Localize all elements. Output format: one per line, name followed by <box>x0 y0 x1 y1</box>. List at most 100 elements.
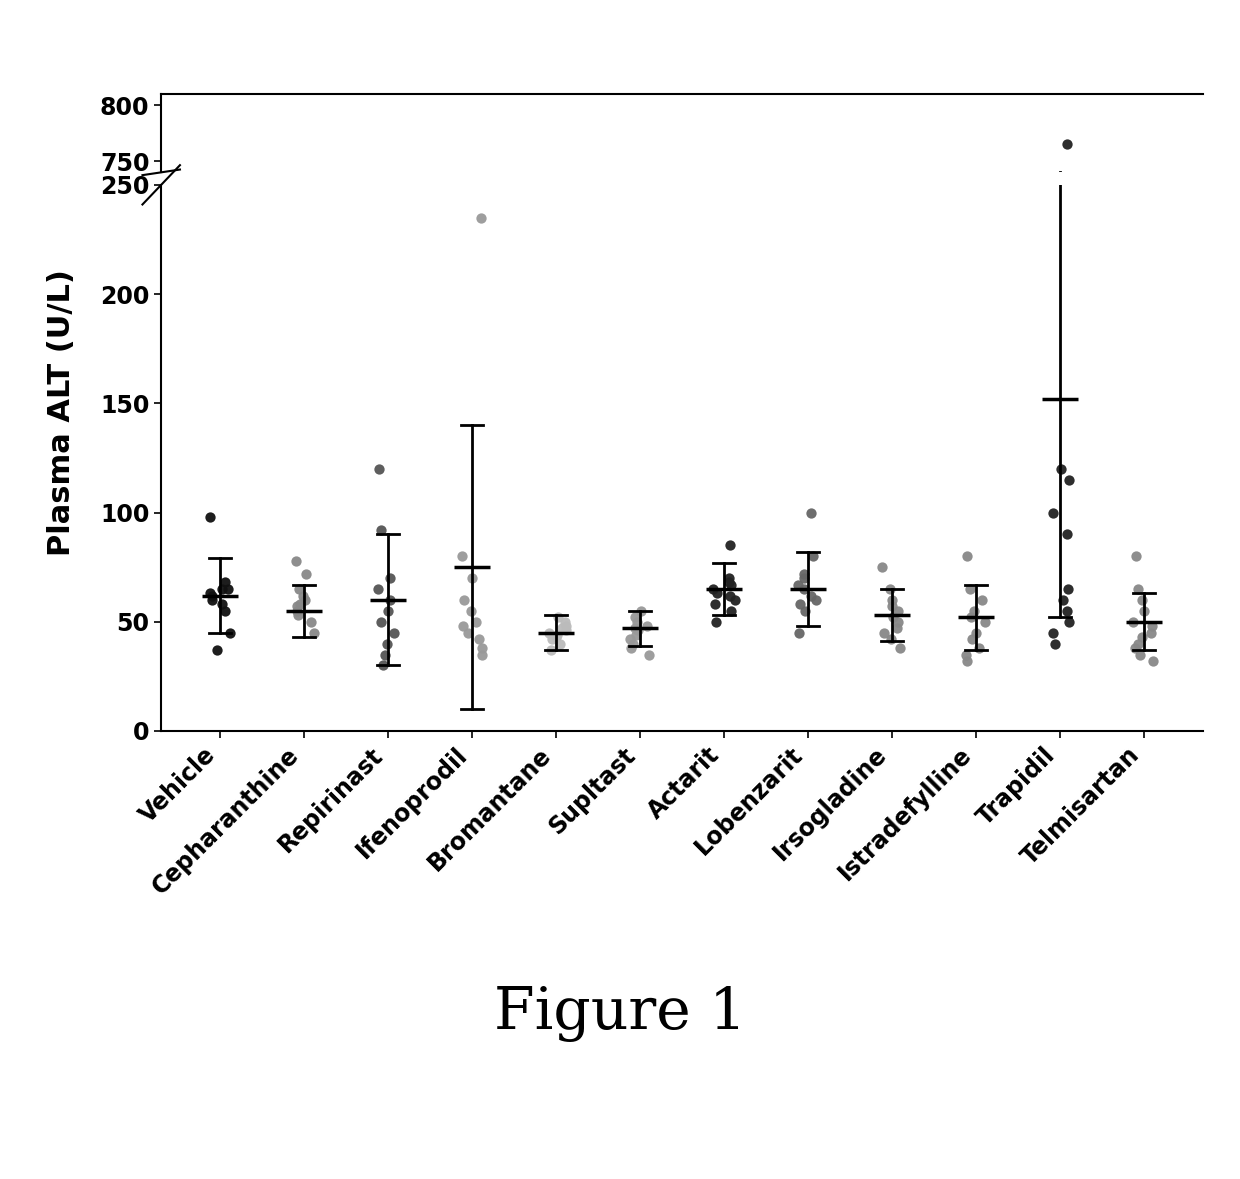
Point <box>961 608 981 627</box>
Point <box>1130 645 1149 664</box>
Point <box>1135 601 1154 620</box>
Point <box>463 568 482 587</box>
Point <box>627 612 647 631</box>
Point <box>286 551 306 569</box>
Point <box>200 507 219 526</box>
Point <box>795 601 815 620</box>
Point <box>627 621 647 640</box>
Point <box>640 645 660 664</box>
Point <box>451 547 471 566</box>
Point <box>471 209 491 228</box>
Point <box>212 580 232 599</box>
Point <box>1132 627 1152 646</box>
Point <box>1128 580 1148 599</box>
Point <box>301 612 321 631</box>
Point <box>472 639 492 658</box>
Point <box>887 619 906 638</box>
Point <box>890 639 910 658</box>
Point <box>719 573 739 592</box>
Point <box>872 558 892 577</box>
Point <box>956 645 976 664</box>
Point <box>1043 503 1063 522</box>
Point <box>1056 136 1076 154</box>
Point <box>556 617 575 635</box>
Point <box>201 584 221 602</box>
Point <box>549 634 569 653</box>
Point <box>377 634 397 653</box>
Point <box>472 645 492 664</box>
Point <box>1053 591 1073 610</box>
Point <box>801 503 821 522</box>
Point <box>454 591 474 610</box>
Point <box>957 547 977 566</box>
Point <box>1052 460 1071 479</box>
Point <box>708 584 728 602</box>
Point <box>469 630 489 648</box>
Point <box>880 580 900 599</box>
Point <box>218 580 238 599</box>
Point <box>1056 525 1076 544</box>
Point <box>724 591 744 610</box>
Point <box>554 612 574 631</box>
Point <box>207 640 227 659</box>
Point <box>547 627 567 646</box>
Point <box>883 591 903 610</box>
Point <box>1058 580 1078 599</box>
Point <box>1141 624 1161 643</box>
Point <box>704 595 724 614</box>
Point <box>626 625 646 644</box>
Point <box>625 608 645 627</box>
Point <box>874 624 894 643</box>
Point <box>957 652 977 671</box>
Point <box>381 568 401 587</box>
Point <box>1043 624 1063 643</box>
Point <box>202 586 222 605</box>
Text: Plasma ALT (U/L): Plasma ALT (U/L) <box>47 269 77 556</box>
Point <box>378 601 398 620</box>
Point <box>720 601 740 620</box>
Point <box>966 624 986 643</box>
Point <box>219 624 239 643</box>
Point <box>719 568 739 587</box>
Point <box>304 624 324 643</box>
Point <box>372 612 392 631</box>
Point <box>625 619 645 638</box>
Point <box>552 619 572 638</box>
Point <box>376 645 396 664</box>
Point <box>631 601 651 620</box>
Text: Figure 1: Figure 1 <box>494 986 746 1042</box>
Point <box>804 547 823 566</box>
Point <box>458 624 477 643</box>
Point <box>454 617 474 635</box>
Point <box>883 608 903 627</box>
Point <box>547 625 567 644</box>
Point <box>1132 591 1152 610</box>
Point <box>368 460 388 479</box>
Point <box>1126 639 1146 658</box>
Point <box>212 595 232 614</box>
Point <box>1126 547 1146 566</box>
Point <box>290 595 310 614</box>
Point <box>965 601 985 620</box>
Point <box>621 639 641 658</box>
Point <box>368 580 388 599</box>
Point <box>960 580 980 599</box>
Point <box>216 601 236 620</box>
Point <box>215 573 234 592</box>
Point <box>371 521 391 540</box>
Point <box>1142 617 1162 635</box>
Point <box>975 612 994 631</box>
Point <box>557 621 577 640</box>
Point <box>295 591 315 610</box>
Point <box>703 580 723 599</box>
Point <box>289 580 309 599</box>
Point <box>466 612 486 631</box>
Point <box>373 656 393 674</box>
Point <box>1059 612 1079 631</box>
Point <box>720 535 740 554</box>
Point <box>1056 601 1076 620</box>
Point <box>288 601 308 620</box>
Point <box>888 601 908 620</box>
Point <box>795 580 815 599</box>
Point <box>720 586 740 605</box>
